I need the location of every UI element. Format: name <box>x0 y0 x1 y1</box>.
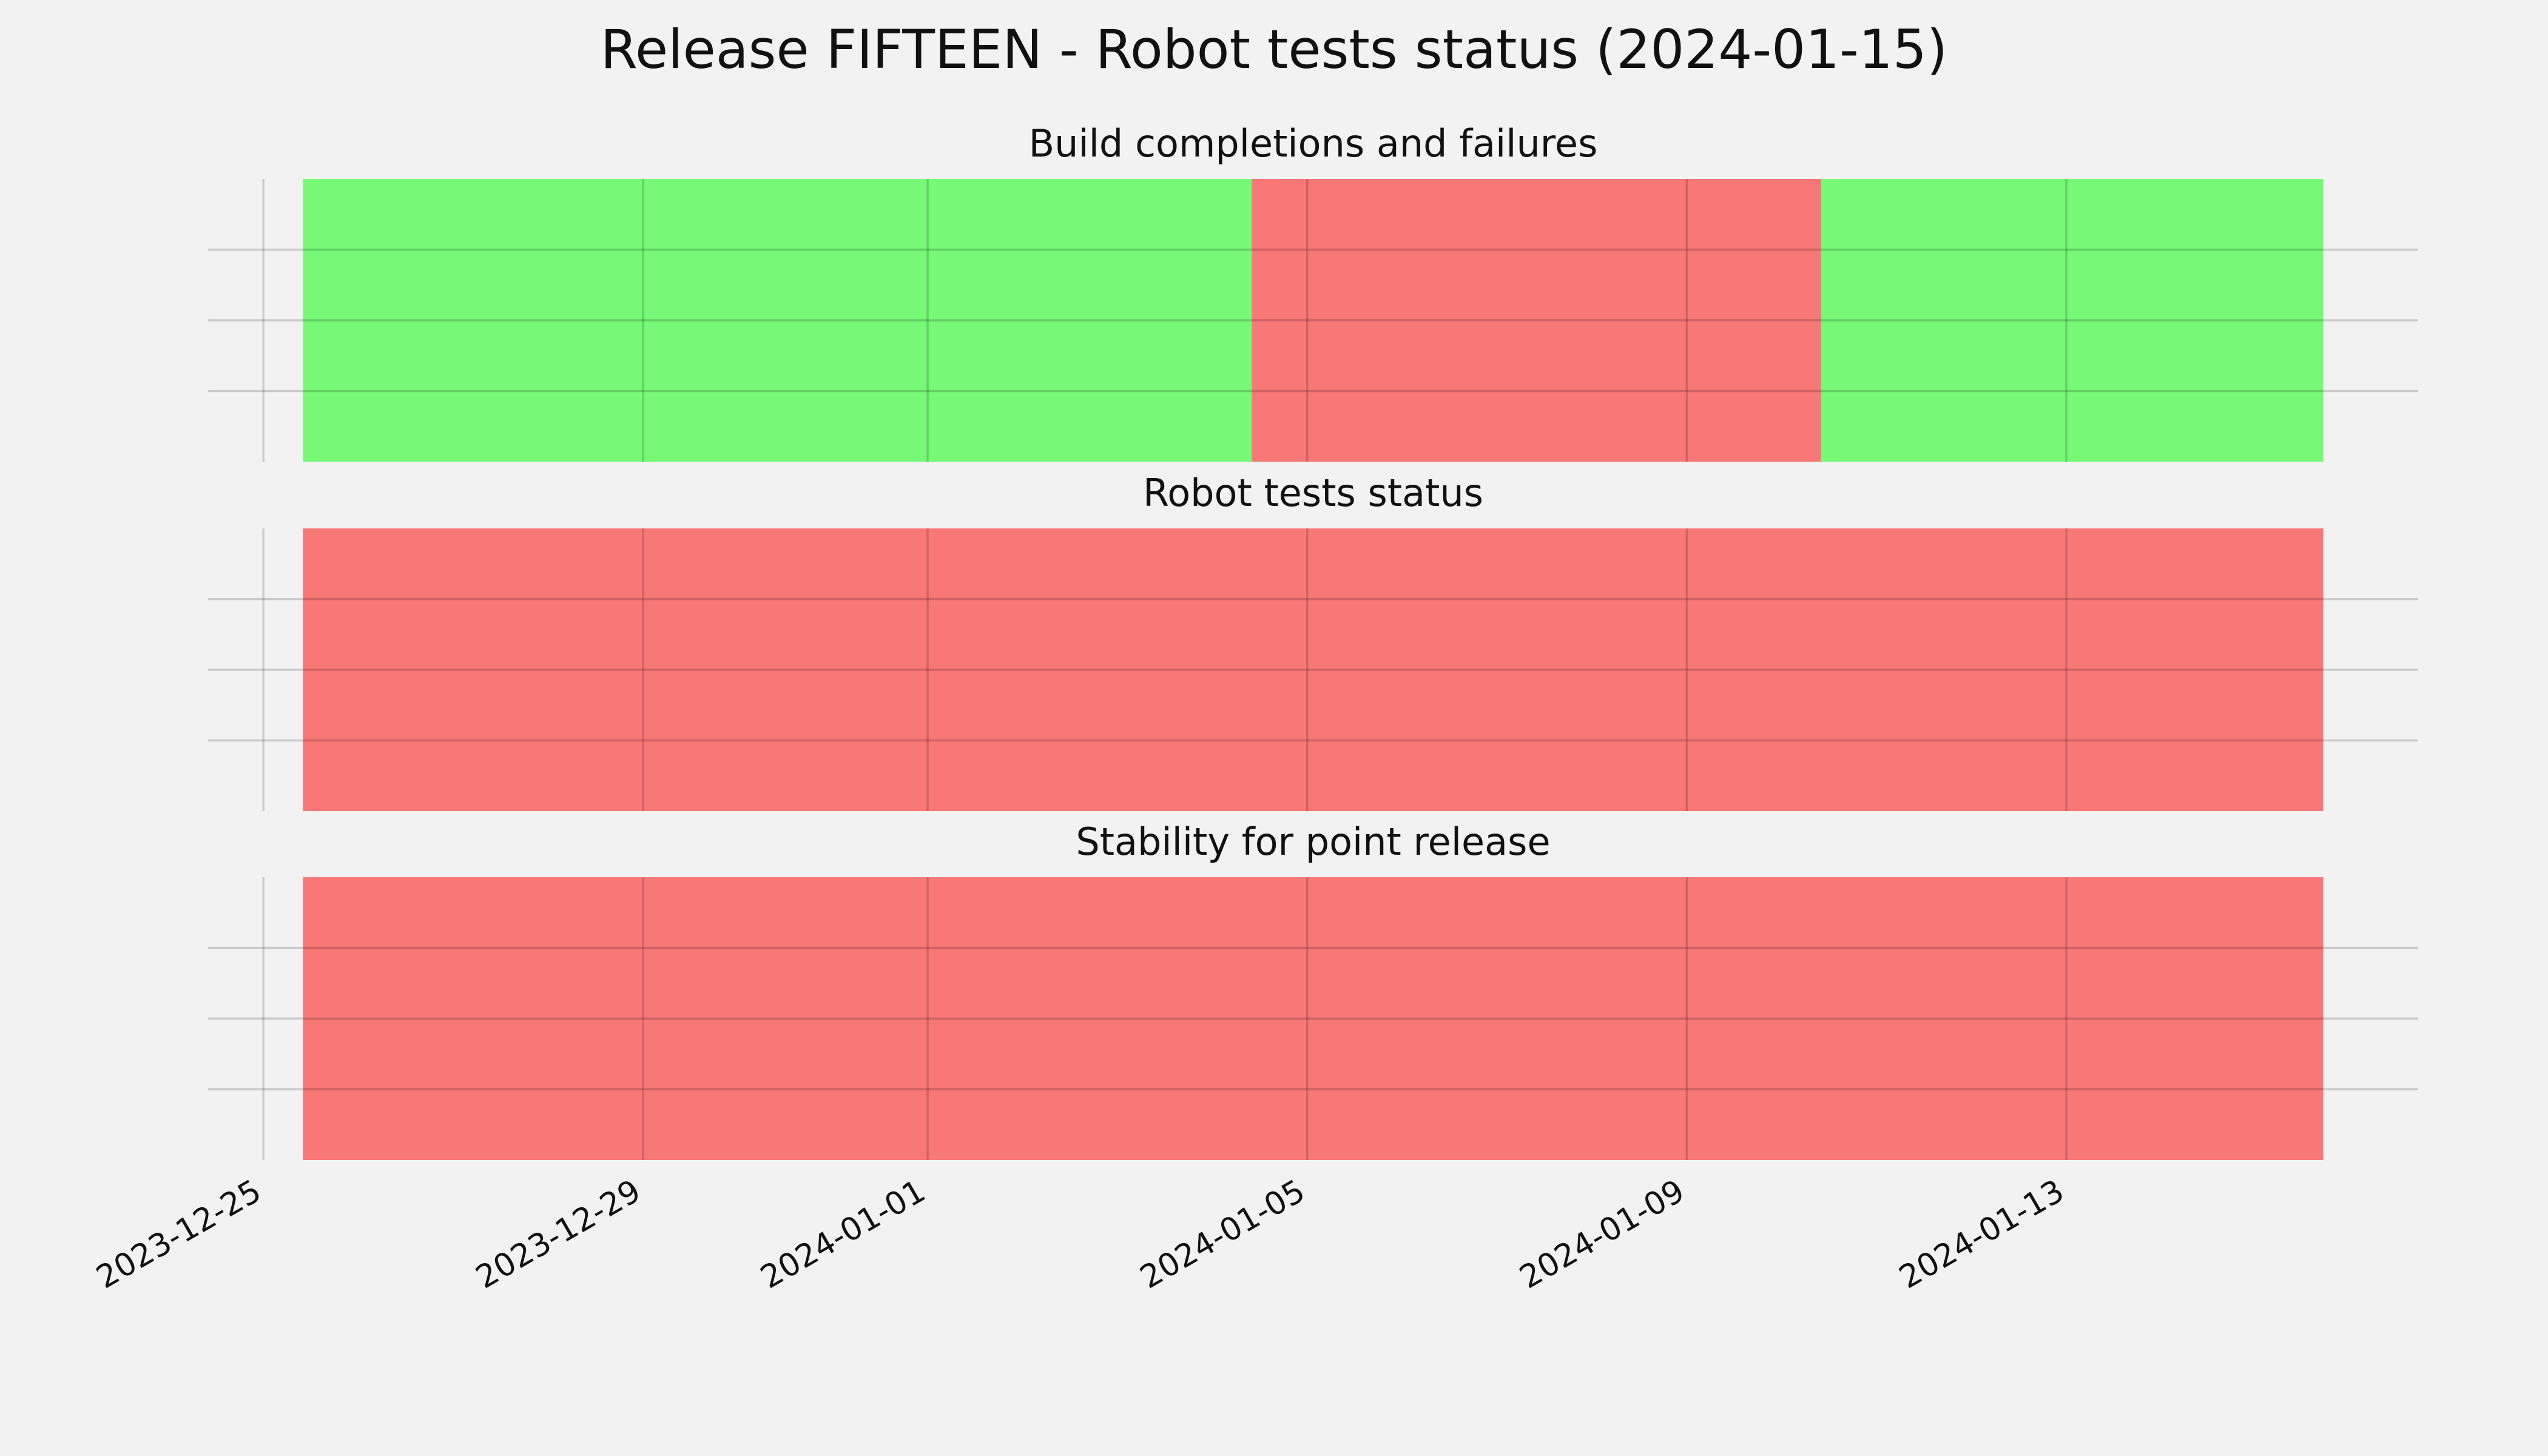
figure-title: Release FIFTEEN - Robot tests status (20… <box>601 18 1947 81</box>
status-span <box>303 877 2324 1160</box>
subplot-title: Robot tests status <box>1143 471 1483 515</box>
subplot-title: Stability for point release <box>1076 820 1550 864</box>
status-span <box>1252 179 1821 462</box>
status-span <box>303 179 1252 462</box>
status-span <box>303 528 2324 811</box>
status-span <box>1821 179 2324 462</box>
subplot-title: Build completions and failures <box>1029 121 1598 166</box>
